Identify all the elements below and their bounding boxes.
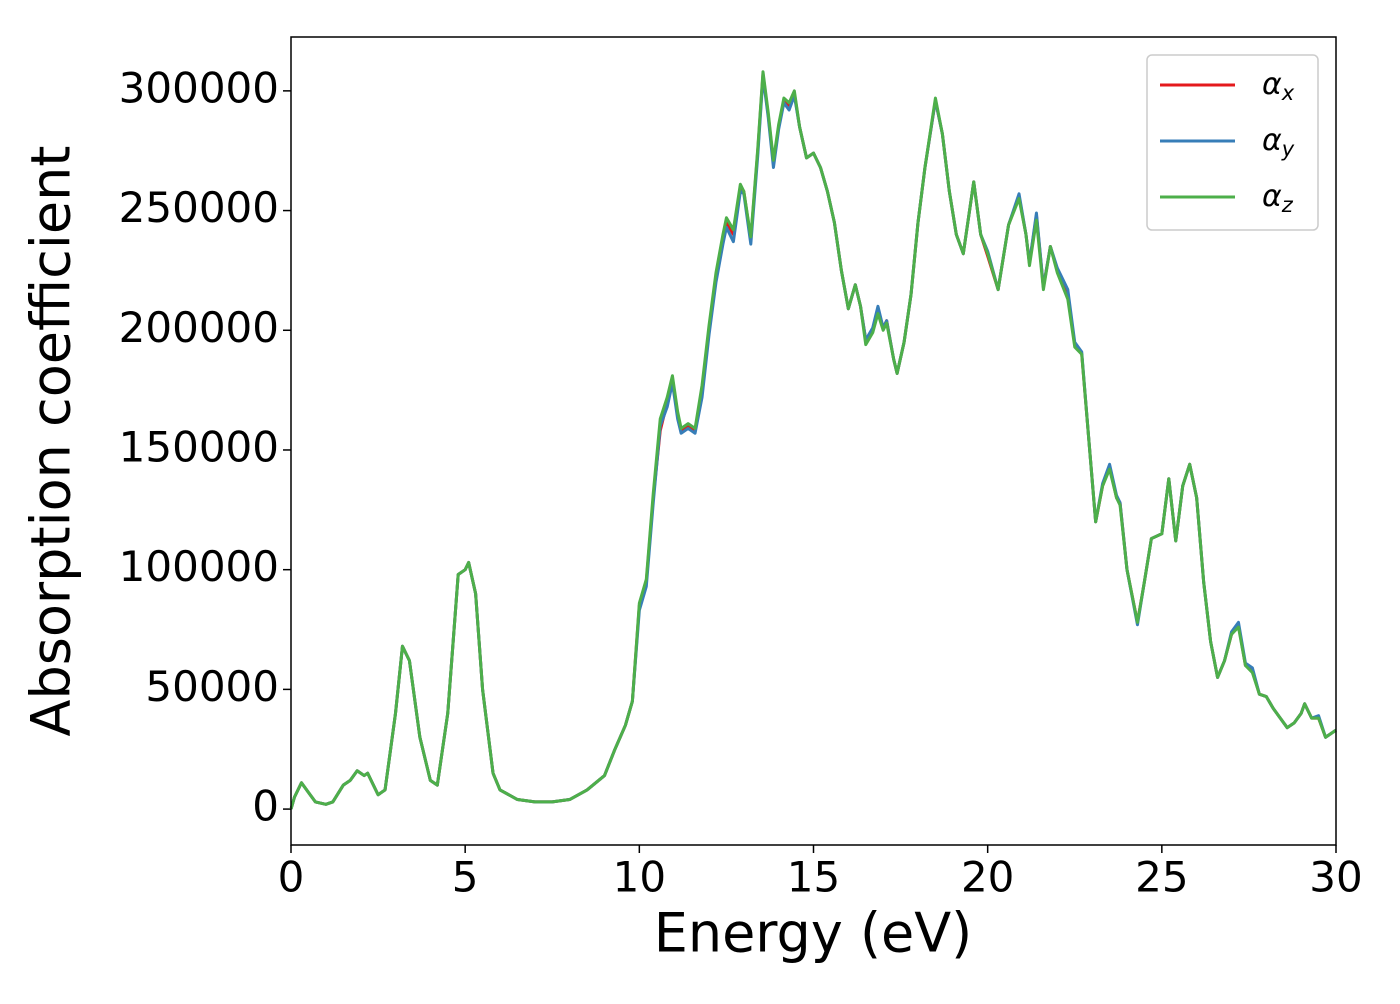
y-tick-label: 0 [252,782,279,831]
x-tick-label: 0 [278,853,305,902]
y-tick-label: 50000 [145,662,279,711]
y-tick-label: 250000 [119,183,279,232]
legend-label: αy [1262,123,1295,162]
x-axis-label: Energy (eV) [654,902,973,965]
data-line [289,70,1337,810]
y-tick-label: 150000 [119,422,279,471]
y-tick-label: 200000 [119,303,279,352]
x-tick-label: 5 [452,853,479,902]
x-tick-label: 25 [1135,853,1188,902]
legend-label: αz [1262,179,1294,218]
x-tick-label: 10 [613,853,666,902]
y-tick-label: 300000 [119,63,279,112]
legend-label: αx [1262,67,1295,106]
y-tick-label: 100000 [119,542,279,591]
x-tick-label: 20 [961,853,1014,902]
plot-frame [290,36,1337,846]
y-axis-label: Absorption coefficient [20,146,83,737]
x-tick-label: 15 [787,853,840,902]
x-tick-label: 30 [1309,853,1362,902]
